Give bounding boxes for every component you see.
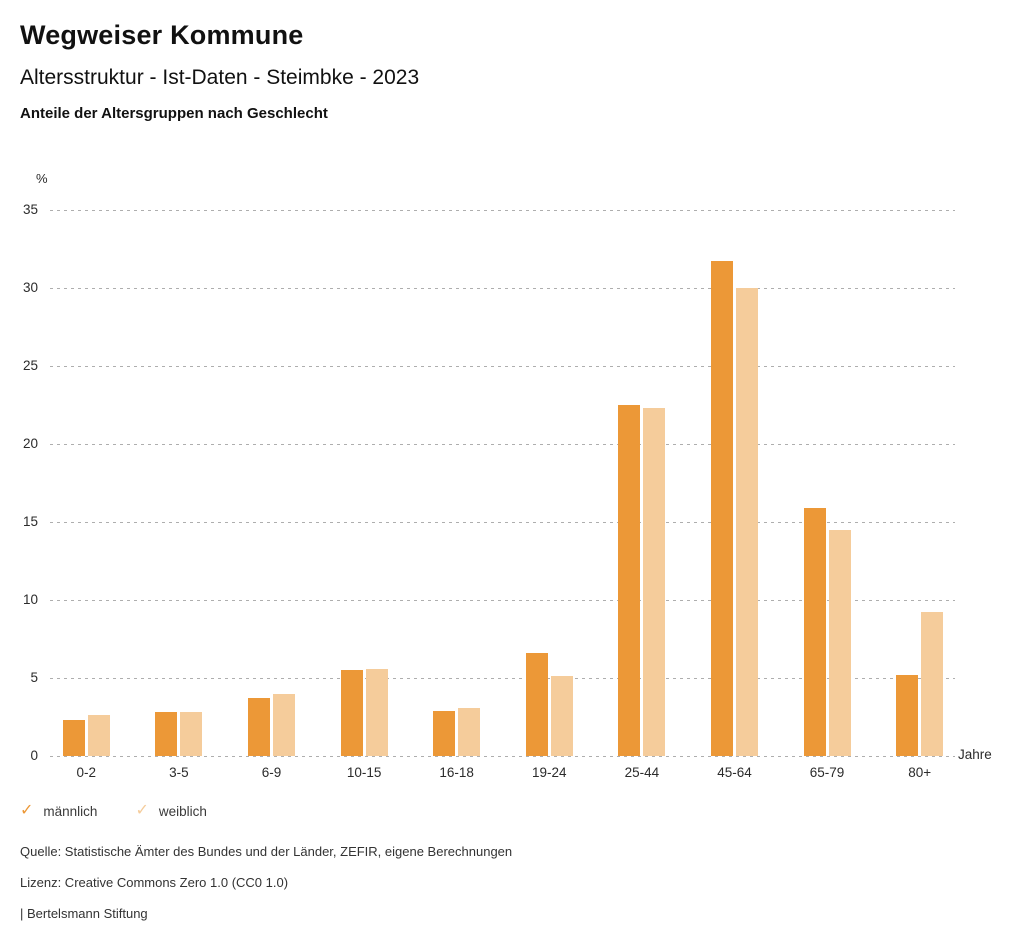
legend-label: männlich: [43, 803, 98, 819]
bar-group-6-9: [225, 210, 318, 756]
y-tick-label-30: 30: [22, 280, 38, 295]
y-axis-unit-label: %: [36, 171, 48, 186]
y-tick-label-25: 25: [22, 358, 38, 373]
gridline-30: [50, 288, 955, 289]
bar-männlich-6-9[interactable]: [247, 698, 270, 756]
bar-männlich-25-44[interactable]: [618, 405, 641, 756]
bar-männlich-0-2[interactable]: [62, 720, 85, 756]
bars-plot-area: [40, 210, 966, 756]
bar-männlich-10-15[interactable]: [340, 670, 363, 756]
gridline-20: [50, 444, 955, 445]
page-title: Wegweiser Kommune: [20, 20, 304, 50]
legend-check-icon: ✓: [135, 802, 149, 819]
bar-männlich-65-79[interactable]: [803, 507, 826, 756]
gridline-25: [50, 366, 955, 367]
footer-license: Lizenz: Creative Commons Zero 1.0 (CC0 1…: [20, 875, 289, 890]
bar-weiblich-10-15[interactable]: [365, 668, 388, 756]
y-tick-label-20: 20: [22, 436, 38, 451]
x-axis-unit-label: Jahre: [958, 747, 992, 762]
footer-source: Quelle: Statistische Ämter des Bundes un…: [20, 844, 513, 859]
bar-weiblich-19-24[interactable]: [550, 676, 573, 756]
bar-weiblich-25-44[interactable]: [643, 408, 666, 756]
bar-weiblich-6-9[interactable]: [272, 693, 295, 756]
y-tick-label-15: 15: [22, 514, 38, 529]
y-tick-label-35: 35: [22, 202, 38, 217]
x-tick-label-19-24: 19-24: [532, 765, 567, 780]
x-tick-label-80+: 80+: [908, 765, 932, 780]
bar-männlich-80+[interactable]: [896, 674, 919, 756]
bar-männlich-45-64[interactable]: [710, 261, 733, 756]
bar-weiblich-65-79[interactable]: [828, 529, 851, 756]
x-tick-label-0-2: 0-2: [76, 765, 97, 780]
bar-group-25-44: [596, 210, 689, 756]
bar-group-3-5: [133, 210, 226, 756]
gridline-35: [50, 210, 955, 211]
bar-weiblich-80+[interactable]: [921, 612, 944, 756]
chart-subtitle: Altersstruktur - Ist-Daten - Steimbke - …: [20, 66, 420, 89]
x-tick-label-6-9: 6-9: [261, 765, 282, 780]
bar-group-19-24: [503, 210, 596, 756]
x-axis-labels: 0-2 3-5 6-9 10-15 16-18 19-24 25-44 45-64 65-79 8…: [40, 765, 966, 780]
bar-group-16-18: [410, 210, 503, 756]
gridline-15: [50, 522, 955, 523]
gridline-5: [50, 678, 955, 679]
gridline-10: [50, 600, 955, 601]
legend-label: weiblich: [158, 803, 207, 819]
y-tick-label-5: 5: [30, 670, 38, 685]
x-tick-label-3-5: 3-5: [169, 765, 189, 780]
bar-männlich-3-5[interactable]: [155, 712, 178, 756]
gridlines: [50, 210, 955, 757]
legend-item-männlich[interactable]: ✓ männlich: [20, 801, 97, 821]
bar-group-0-2: [40, 210, 133, 756]
x-tick-label-45-64: 45-64: [717, 765, 752, 780]
legend-check-icon: ✓: [20, 802, 34, 819]
x-tick-label-16-18: 16-18: [439, 765, 474, 780]
footer-attribution: | Bertelsmann Stiftung: [20, 906, 148, 921]
bar-männlich-16-18[interactable]: [433, 710, 456, 756]
x-tick-label-65-79: 65-79: [809, 765, 845, 780]
bar-weiblich-0-2[interactable]: [87, 715, 110, 756]
bar-weiblich-45-64[interactable]: [735, 288, 758, 756]
x-tick-label-10-15: 10-15: [346, 765, 382, 780]
x-tick-label-25-44: 25-44: [624, 765, 660, 780]
y-tick-label-0: 0: [30, 748, 38, 763]
bar-group-65-79: [781, 210, 874, 756]
bar-group-10-15: [318, 210, 411, 756]
bar-weiblich-16-18[interactable]: [458, 707, 481, 756]
legend-item-weiblich[interactable]: ✓ weiblich: [135, 801, 206, 821]
bar-weiblich-3-5[interactable]: [180, 712, 203, 756]
bar-group-80+: [873, 210, 966, 756]
y-tick-label-10: 10: [22, 592, 38, 607]
chart-caption: Anteile der Altersgruppen nach Geschlech…: [20, 105, 328, 122]
bar-männlich-19-24[interactable]: [525, 653, 548, 756]
legend: ✓ männlich ✓ weiblich: [20, 801, 207, 821]
bar-group-45-64: [688, 210, 781, 756]
gridline-0: [50, 756, 955, 757]
